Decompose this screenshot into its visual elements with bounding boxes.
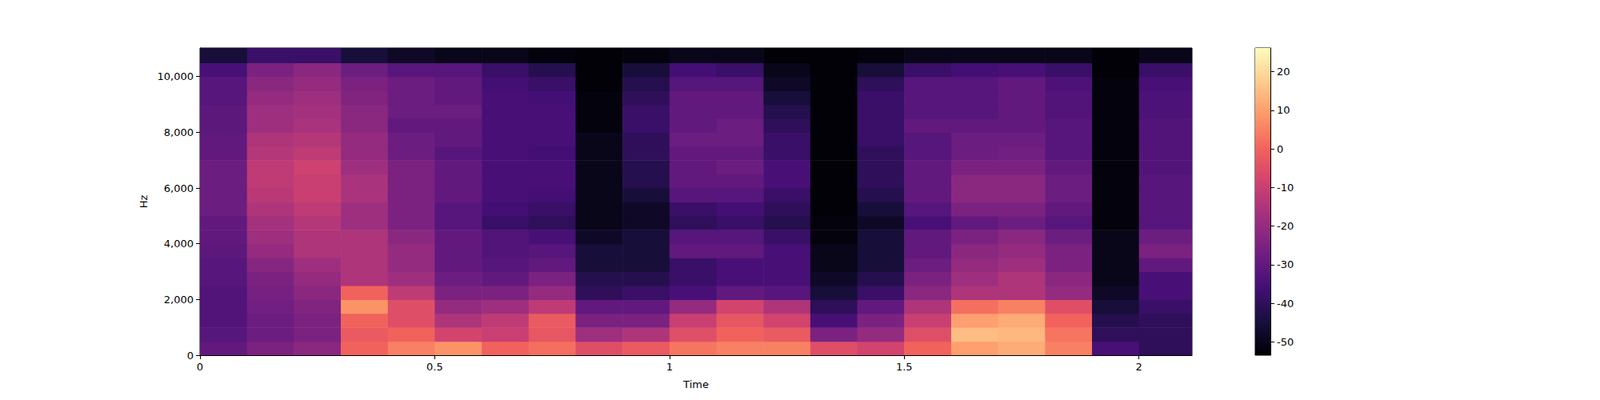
svg-text:10: 10 — [1276, 104, 1291, 116]
svg-text:1.5: 1.5 — [896, 360, 913, 373]
svg-text:-50: -50 — [1276, 336, 1294, 348]
svg-text:2,000: 2,000 — [164, 293, 194, 306]
svg-text:0: 0 — [1276, 143, 1284, 156]
svg-text:-30: -30 — [1276, 258, 1294, 271]
svg-text:6,000: 6,000 — [164, 182, 194, 195]
svg-text:0: 0 — [187, 349, 194, 362]
svg-text:-10: -10 — [1276, 181, 1294, 194]
svg-text:-20: -20 — [1276, 220, 1294, 232]
svg-text:Time: Time — [682, 378, 709, 391]
svg-text:-40: -40 — [1276, 297, 1294, 310]
svg-text:0: 0 — [196, 360, 204, 373]
svg-text:2: 2 — [1136, 360, 1143, 373]
svg-text:Hz: Hz — [137, 195, 150, 209]
svg-text:10,000: 10,000 — [157, 70, 195, 83]
svg-text:20: 20 — [1276, 65, 1291, 78]
svg-text:8,000: 8,000 — [164, 126, 194, 139]
svg-text:0.5: 0.5 — [426, 360, 444, 373]
svg-text:1: 1 — [666, 360, 673, 373]
svg-text:4,000: 4,000 — [164, 237, 194, 250]
